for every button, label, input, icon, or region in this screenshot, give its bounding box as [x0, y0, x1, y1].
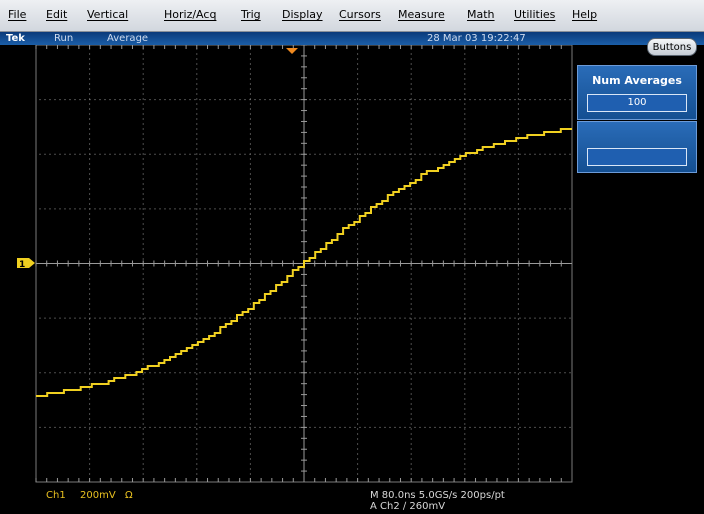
menu-horiz-acq[interactable]: Horiz/Acq	[164, 8, 217, 21]
trigger-position-icon[interactable]	[286, 48, 298, 54]
menu-file[interactable]: File	[8, 8, 27, 21]
trigger-readout: A Ch2 ∕ 260mV	[370, 501, 446, 512]
waveform-trace	[36, 128, 572, 397]
secondary-control[interactable]	[577, 121, 697, 173]
coupling-symbol: Ω	[125, 490, 133, 501]
menu-help[interactable]: Help	[572, 8, 598, 21]
menu-vertical[interactable]: Vertical	[87, 8, 129, 21]
status-bar: Tek Run Average 28 Mar 03 19:22:47	[0, 32, 704, 45]
horizontal-readout: M 80.0ns 5.0GS/s 200ps/pt	[370, 490, 505, 501]
menu-utilities[interactable]: Utilities	[514, 8, 556, 21]
waveform-line	[36, 128, 572, 397]
menu-math[interactable]: Math	[467, 8, 495, 21]
menu-edit[interactable]: Edit	[46, 8, 68, 21]
num-averages-label: Num Averages	[592, 74, 682, 87]
menu-trig[interactable]: Trig	[241, 8, 261, 21]
date-time: 28 Mar 03 19:22:47	[427, 33, 526, 44]
run-state: Run	[54, 33, 74, 44]
menu-cursors[interactable]: Cursors	[339, 8, 381, 21]
num-averages-control[interactable]: Num Averages 100	[577, 65, 697, 120]
secondary-control-input[interactable]	[587, 148, 687, 166]
menu-measure[interactable]: Measure	[398, 8, 445, 21]
channel1-marker-label: 1	[19, 260, 25, 270]
vertical-scale: 200mV	[80, 490, 116, 501]
channel1-marker-icon[interactable]: 1	[17, 258, 35, 270]
menu-display[interactable]: Display	[282, 8, 323, 21]
waveform-display[interactable]: 1	[0, 45, 576, 514]
menu-bar: File Edit Vertical Horiz/Acq Trig Displa…	[0, 0, 704, 32]
num-averages-input[interactable]: 100	[587, 94, 687, 112]
brand-label: Tek	[6, 33, 25, 44]
acquisition-mode: Average	[107, 33, 149, 44]
buttons-toggle-button[interactable]: Buttons	[647, 38, 697, 56]
channel-label: Ch1	[46, 490, 66, 501]
